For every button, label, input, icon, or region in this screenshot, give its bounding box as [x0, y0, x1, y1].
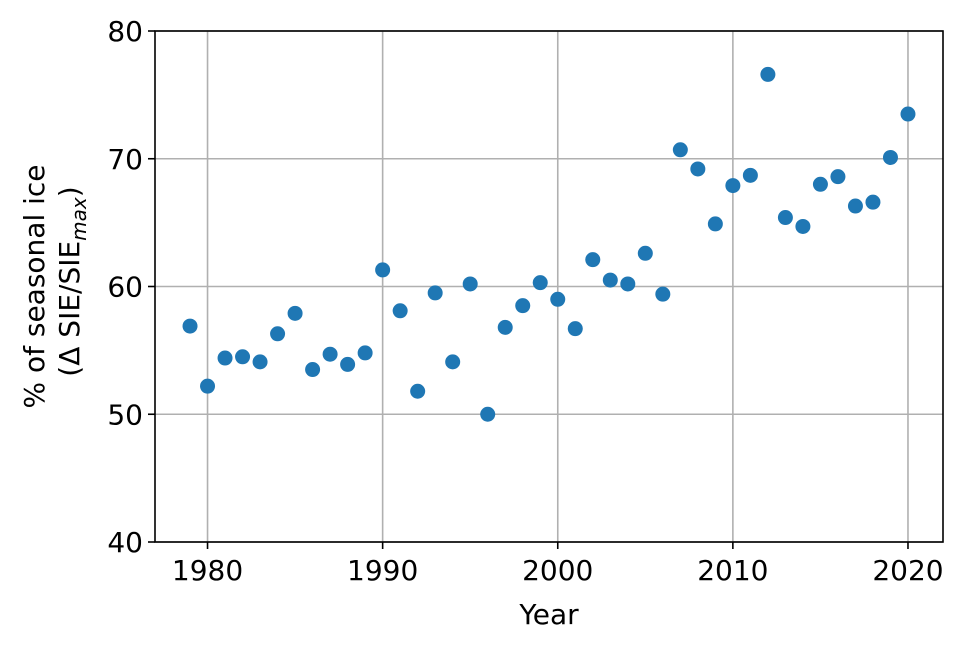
data-point [322, 346, 338, 362]
data-point [375, 262, 391, 278]
grid [155, 30, 943, 543]
data-point [480, 406, 496, 422]
data-point [270, 326, 286, 342]
y-tick-label: 70 [107, 143, 143, 176]
y-axis-label-line1: % of seasonal ice [18, 164, 51, 408]
data-point [830, 169, 846, 185]
data-point [235, 349, 251, 365]
data-point [707, 216, 723, 232]
data-point [287, 305, 303, 321]
data-point [742, 167, 758, 183]
data-point [252, 354, 268, 370]
y-axis-label-prefix: (Δ SIE/SIE [53, 241, 86, 377]
y-axis-label-line2: (Δ SIE/SIEmax) [53, 186, 91, 376]
data-point [585, 252, 601, 268]
data-point [795, 218, 811, 234]
data-point [497, 319, 513, 335]
data-point [602, 272, 618, 288]
y-tick-label: 40 [107, 526, 143, 559]
data-point [550, 291, 566, 307]
data-point [567, 321, 583, 337]
y-axis-label-suffix: ) [53, 186, 86, 197]
data-point [725, 178, 741, 194]
data-point [462, 276, 478, 292]
data-point [410, 383, 426, 399]
data-point [812, 176, 828, 192]
data-point [357, 345, 373, 361]
y-axis-label: % of seasonal ice (Δ SIE/SIEmax) [18, 164, 91, 408]
data-point [445, 354, 461, 370]
data-point [532, 275, 548, 291]
data-point [515, 298, 531, 314]
data-point [690, 161, 706, 177]
data-point [182, 318, 198, 334]
data-point [305, 362, 321, 378]
y-tick-label: 80 [107, 15, 143, 48]
data-points [182, 66, 916, 422]
data-point [655, 286, 671, 302]
data-point [760, 66, 776, 82]
data-point [865, 194, 881, 210]
x-tick-label: 2000 [522, 554, 593, 587]
data-point [900, 106, 916, 122]
x-tick-label: 2010 [697, 554, 768, 587]
data-point [672, 142, 688, 158]
data-point [200, 378, 216, 394]
x-tick-label: 2020 [872, 554, 943, 587]
data-point [882, 149, 898, 165]
data-point [427, 285, 443, 301]
y-axis-label-subscript: max [67, 197, 91, 241]
data-point [637, 245, 653, 261]
data-point [340, 356, 356, 372]
data-point [620, 276, 636, 292]
y-tick-label: 60 [107, 271, 143, 304]
data-point [392, 303, 408, 319]
axis-ticks: 1980 1990 2000 2010 2020 40 50 60 70 80 [107, 15, 943, 587]
x-axis-label: Year [518, 598, 579, 631]
data-point [847, 198, 863, 214]
y-tick-label: 50 [107, 398, 143, 431]
data-point [777, 210, 793, 226]
data-point [217, 350, 233, 366]
x-tick-label: 1980 [172, 554, 243, 587]
x-tick-label: 1990 [347, 554, 418, 587]
